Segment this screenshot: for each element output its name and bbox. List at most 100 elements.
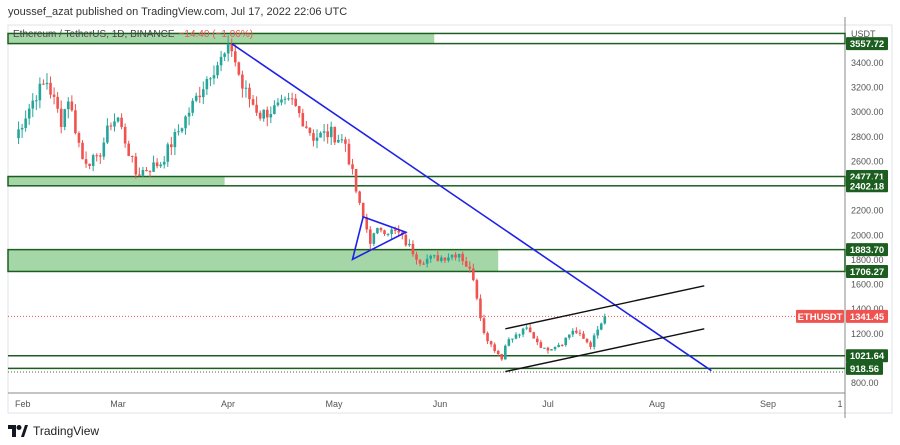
x-tick-label: 1 xyxy=(837,399,842,409)
candle xyxy=(230,38,234,57)
candle-body xyxy=(187,112,191,117)
candle-body xyxy=(333,126,337,143)
candle xyxy=(173,128,177,156)
candle xyxy=(123,123,127,148)
candle-body xyxy=(575,330,578,333)
candle-body xyxy=(38,83,42,101)
candle xyxy=(550,349,553,351)
candle xyxy=(425,254,429,268)
candle-body xyxy=(599,323,603,330)
candle xyxy=(560,344,564,347)
candle-body xyxy=(77,133,81,143)
candle-body xyxy=(127,143,130,156)
candle xyxy=(599,322,603,331)
candle-body xyxy=(273,105,276,114)
x-tick-label: Aug xyxy=(649,399,665,409)
candle xyxy=(383,229,386,236)
candle-body xyxy=(397,230,401,233)
candle-body xyxy=(454,254,457,258)
candle-body xyxy=(429,255,433,259)
candle xyxy=(436,250,440,262)
candle-body xyxy=(443,257,447,261)
x-tick-label: Jun xyxy=(433,399,448,409)
candle-body xyxy=(162,161,166,165)
candle-body xyxy=(84,159,88,164)
candle xyxy=(589,340,592,350)
candle xyxy=(596,325,599,339)
symbol-price-tag: ETHUSDT xyxy=(798,312,843,323)
publish-info: youssef_azat published on TradingView.co… xyxy=(8,6,348,18)
candle xyxy=(457,253,461,262)
candle xyxy=(95,153,99,162)
candle xyxy=(177,124,180,136)
candle-body xyxy=(59,108,63,127)
footer: TradingView xyxy=(8,424,99,438)
level-price-tag: 1883.70 xyxy=(850,245,884,256)
candle xyxy=(308,127,312,136)
candle-body xyxy=(198,95,202,98)
candle-body xyxy=(241,74,244,89)
candle-body xyxy=(212,75,216,79)
candle-body xyxy=(223,53,226,57)
candle xyxy=(372,232,376,246)
candle xyxy=(514,332,518,340)
candle xyxy=(248,83,251,108)
candle xyxy=(280,94,283,106)
candle-body xyxy=(543,347,546,349)
candle-body xyxy=(312,133,315,141)
candle xyxy=(31,93,35,118)
candle-body xyxy=(493,344,496,351)
candle-body xyxy=(486,333,489,342)
candle-body xyxy=(507,339,511,346)
candle xyxy=(365,213,369,233)
candle-body xyxy=(52,94,56,97)
candle xyxy=(443,257,447,263)
candle-body xyxy=(585,338,589,343)
candle-body xyxy=(589,342,592,347)
candle xyxy=(347,138,351,166)
candle-body xyxy=(116,117,120,122)
candle-body xyxy=(344,139,347,144)
channel-line-0 xyxy=(505,285,705,330)
candle-body xyxy=(315,137,319,141)
candle-body xyxy=(603,316,607,324)
candle-body xyxy=(365,217,369,230)
y-tick-label: 3400.00 xyxy=(851,58,884,68)
candle-body xyxy=(95,155,99,157)
candle xyxy=(507,337,511,347)
candle-body xyxy=(74,110,77,134)
candle-body xyxy=(20,128,24,130)
candle-body xyxy=(237,62,241,75)
y-tick-label: 2000.00 xyxy=(851,230,884,240)
y-tick-label: 1200.00 xyxy=(851,329,884,339)
candle-body xyxy=(457,253,461,258)
candle xyxy=(482,314,486,335)
candle-body xyxy=(557,344,560,348)
candle xyxy=(464,256,468,268)
x-tick-label: Apr xyxy=(221,399,235,409)
chart-frame xyxy=(7,24,893,414)
candle xyxy=(276,98,280,107)
candle xyxy=(159,161,162,168)
tradingview-logo-icon xyxy=(8,425,28,437)
candle-body xyxy=(177,131,180,133)
candle xyxy=(592,333,596,350)
symbol-price-tag-bg xyxy=(796,309,844,323)
candle xyxy=(265,106,269,127)
candle xyxy=(145,166,148,172)
candle xyxy=(472,263,475,282)
candle xyxy=(493,342,496,353)
candle xyxy=(489,340,493,348)
candle-body xyxy=(596,329,599,336)
y-tick-label: 1600.00 xyxy=(851,280,884,290)
candle xyxy=(301,108,305,127)
candle xyxy=(567,334,571,340)
candle xyxy=(187,107,191,126)
candle xyxy=(447,253,450,263)
candle xyxy=(479,294,482,322)
candle xyxy=(525,325,528,331)
candle xyxy=(376,227,379,235)
candle-body xyxy=(265,109,269,118)
